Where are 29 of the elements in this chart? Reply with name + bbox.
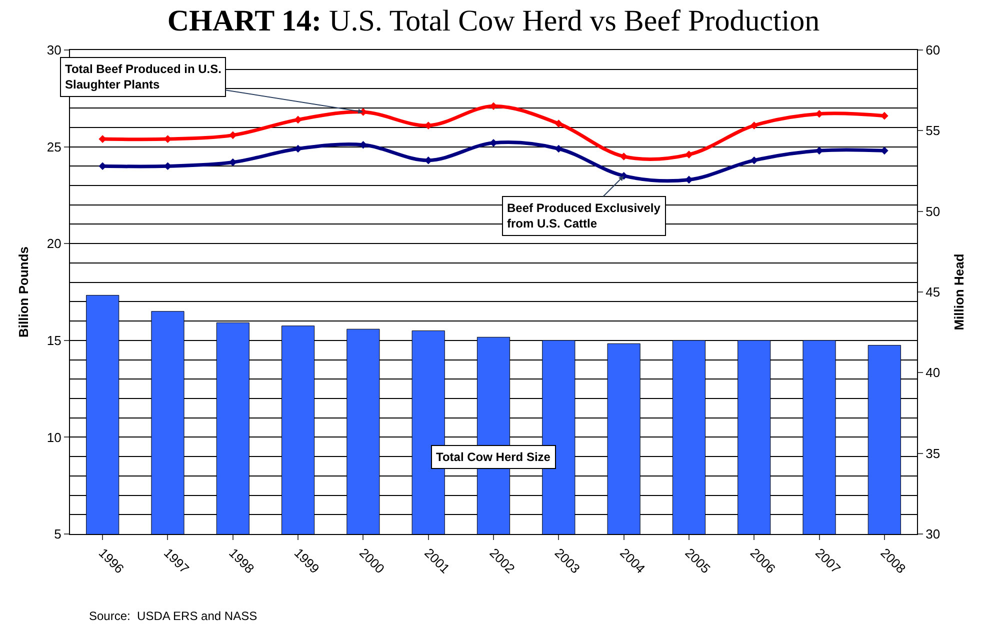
point [685, 150, 693, 158]
y-tick-label: 20 [46, 236, 62, 252]
point [294, 116, 302, 124]
y2-tick-label: 45 [926, 284, 940, 300]
annotation: Total Beef Produced in U.S. Slaughter Plants [65, 62, 222, 92]
y2-tick-label: 35 [926, 446, 940, 461]
y2-tick-label: 60 [926, 42, 940, 58]
y2-tick-label: 40 [926, 365, 940, 380]
point [554, 144, 563, 153]
y-tick-label: 30 [46, 42, 62, 58]
y-axis-title: Billion Pounds [16, 246, 31, 338]
annotation: Beef Produced Exclusively from U.S. Cattle [507, 201, 661, 231]
y2-tick-label: 55 [926, 123, 940, 138]
y2-axis-title: Million Head [952, 254, 967, 330]
annotation: Total Cow Herd Size [436, 450, 551, 464]
point [750, 156, 758, 164]
source-note: Source: USDA ERS and NASS [89, 609, 258, 623]
y-tick-label: 15 [46, 332, 62, 348]
y-tick-label: 5 [54, 526, 62, 542]
point [554, 120, 563, 128]
y2-tick-label: 50 [926, 204, 940, 219]
chart-title: CHART 14: U.S. Total Cow Herd vs Beef Production [167, 4, 820, 38]
x-tick-label: 1997 [161, 545, 192, 576]
point [750, 122, 758, 130]
point [880, 112, 888, 120]
y-tick-label: 25 [46, 139, 62, 154]
y-tick-label: 10 [46, 430, 62, 445]
y2-tick-label: 30 [926, 526, 940, 542]
point [620, 152, 628, 160]
